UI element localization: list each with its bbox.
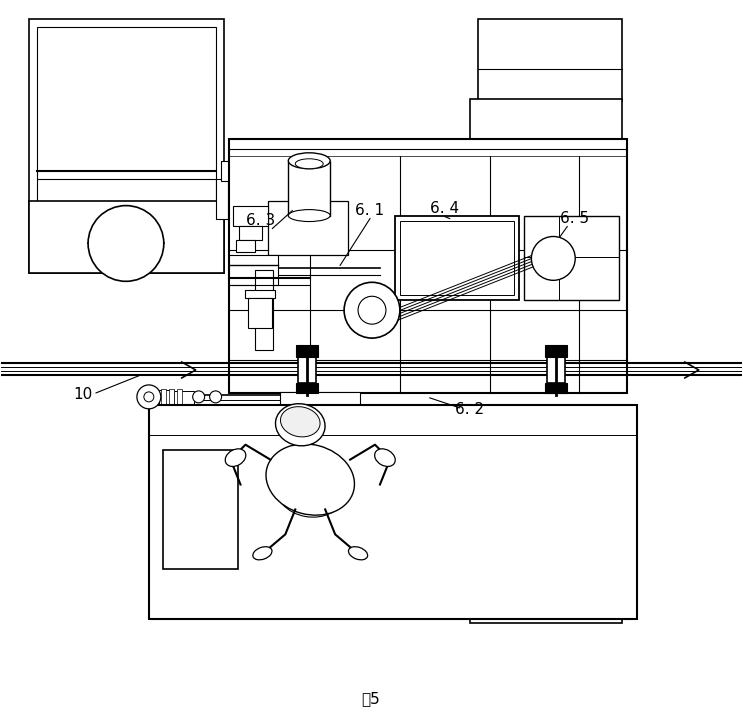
Ellipse shape bbox=[288, 210, 330, 221]
Bar bbox=[233, 205, 268, 226]
Bar bbox=[29, 201, 224, 273]
Bar bbox=[296, 383, 318, 393]
Bar bbox=[159, 390, 174, 405]
Bar bbox=[239, 226, 262, 240]
Ellipse shape bbox=[266, 444, 354, 515]
Circle shape bbox=[137, 385, 160, 409]
Bar bbox=[229, 139, 627, 393]
Bar bbox=[248, 298, 273, 328]
Ellipse shape bbox=[295, 159, 323, 169]
Text: 6. 4: 6. 4 bbox=[430, 201, 459, 216]
Bar bbox=[395, 215, 519, 300]
Text: 6. 5: 6. 5 bbox=[559, 211, 588, 226]
Bar bbox=[149, 405, 637, 619]
Text: 6. 2: 6. 2 bbox=[455, 403, 484, 417]
Bar bbox=[229, 256, 279, 285]
Bar bbox=[478, 529, 622, 584]
Bar bbox=[470, 581, 622, 623]
Bar bbox=[215, 178, 227, 218]
Bar bbox=[245, 290, 276, 298]
Text: 图5: 图5 bbox=[362, 691, 380, 706]
Ellipse shape bbox=[276, 404, 325, 446]
Bar bbox=[37, 27, 215, 207]
Circle shape bbox=[358, 296, 386, 324]
Bar bbox=[280, 392, 360, 407]
Bar bbox=[268, 201, 348, 256]
Bar bbox=[256, 270, 273, 350]
Bar bbox=[29, 20, 224, 273]
Text: 6. 1: 6. 1 bbox=[355, 203, 385, 218]
Ellipse shape bbox=[348, 547, 368, 560]
Bar bbox=[400, 221, 514, 296]
Circle shape bbox=[144, 392, 154, 402]
Ellipse shape bbox=[225, 449, 246, 467]
Bar bbox=[177, 389, 182, 405]
Text: 6. 3: 6. 3 bbox=[246, 213, 275, 228]
Circle shape bbox=[344, 282, 400, 338]
Ellipse shape bbox=[288, 153, 330, 169]
Bar bbox=[169, 389, 174, 405]
Circle shape bbox=[531, 237, 575, 280]
Bar bbox=[296, 345, 318, 357]
Circle shape bbox=[192, 391, 204, 403]
Bar bbox=[545, 383, 567, 393]
Bar bbox=[174, 391, 194, 405]
Circle shape bbox=[88, 205, 163, 281]
Bar bbox=[548, 355, 565, 383]
Bar bbox=[160, 389, 166, 405]
Ellipse shape bbox=[253, 547, 272, 560]
Ellipse shape bbox=[280, 407, 320, 437]
Text: 10: 10 bbox=[74, 387, 93, 403]
Bar bbox=[221, 161, 229, 181]
Bar bbox=[236, 240, 256, 253]
Circle shape bbox=[210, 391, 221, 403]
Bar bbox=[525, 215, 619, 300]
Bar bbox=[395, 215, 519, 300]
Bar bbox=[545, 345, 567, 357]
Bar bbox=[478, 20, 622, 101]
Bar bbox=[163, 450, 238, 569]
Bar bbox=[298, 355, 317, 383]
Bar bbox=[288, 161, 330, 215]
Ellipse shape bbox=[276, 462, 345, 517]
Ellipse shape bbox=[374, 449, 395, 467]
Bar bbox=[470, 99, 622, 141]
